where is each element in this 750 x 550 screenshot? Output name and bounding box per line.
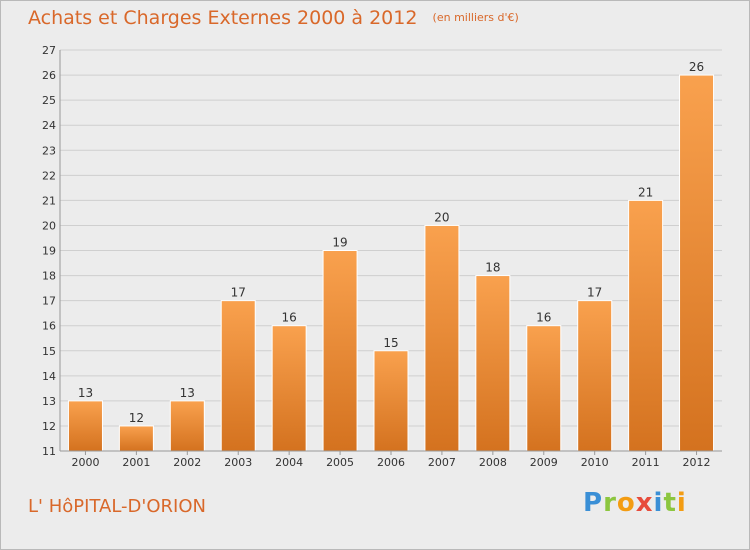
data-label: 26 [689, 60, 704, 74]
y-tick-label: 22 [42, 169, 56, 182]
y-tick-label: 25 [42, 94, 56, 107]
x-tick-label: 2005 [326, 456, 354, 469]
bar-2002 [169, 400, 205, 452]
logo-letter: P [583, 488, 604, 518]
data-label: 16 [282, 311, 297, 325]
logo-letter: r [603, 488, 617, 518]
data-label: 16 [536, 311, 551, 325]
x-tick-label: 2006 [377, 456, 405, 469]
proxiti-logo: Proxiti [583, 488, 687, 518]
y-tick-label: 16 [42, 320, 56, 333]
x-tick-label: 2000 [71, 456, 99, 469]
bar-2011 [628, 199, 664, 452]
data-label: 17 [231, 286, 246, 300]
y-tick-label: 24 [42, 119, 56, 132]
y-tick-label: 21 [42, 194, 56, 207]
chart-subtitle: (en milliers d'€) [432, 11, 519, 24]
axis-layer: 11 12 13 14 15 16 17 18 19 20 21 22 23 24 25 26 27 2000 20… [42, 44, 722, 469]
x-tick-label: 2004 [275, 456, 303, 469]
x-tick-label: 2009 [530, 456, 558, 469]
bar-2005 [322, 250, 358, 452]
data-label: 21 [638, 185, 653, 199]
place-name: L' HôPITAL-D'ORION [28, 496, 206, 517]
bar-2001 [118, 425, 154, 452]
data-label: 15 [383, 336, 398, 350]
data-label: 20 [434, 210, 449, 224]
data-label: 13 [78, 386, 93, 400]
y-tick-label: 26 [42, 69, 56, 82]
bar-2010 [577, 300, 613, 452]
bar-layer: 13 12 13 17 16 19 15 20 18 16 17 21 26 [67, 60, 715, 452]
bar-2012 [679, 74, 715, 452]
logo-letter: t [663, 488, 677, 518]
bar-2008 [475, 275, 511, 452]
x-tick-label: 2002 [173, 456, 201, 469]
logo-letter: i [653, 488, 664, 518]
bar-2006 [373, 350, 409, 452]
y-tick-label: 18 [42, 270, 56, 283]
bar-2003 [220, 300, 256, 452]
data-label: 13 [180, 386, 195, 400]
logo-letter: i [676, 488, 687, 518]
bar-2007 [424, 224, 460, 452]
y-tick-label: 15 [42, 345, 56, 358]
logo-letter: x [635, 488, 654, 518]
y-tick-label: 13 [42, 395, 56, 408]
bar-2004 [271, 325, 307, 452]
y-tick-label: 11 [42, 445, 56, 458]
x-tick-label: 2001 [122, 456, 150, 469]
data-label: 12 [129, 411, 144, 425]
data-label: 19 [332, 236, 347, 250]
logo-letter: o [616, 488, 636, 518]
y-tick-label: 19 [42, 245, 56, 258]
data-label: 18 [485, 261, 500, 275]
chart-title: Achats et Charges Externes 2000 à 2012 [28, 7, 418, 29]
x-tick-label: 2008 [479, 456, 507, 469]
title-row: Achats et Charges Externes 2000 à 2012 (… [28, 7, 519, 29]
x-tick-label: 2012 [683, 456, 711, 469]
y-tick-label: 17 [42, 295, 56, 308]
x-tick-label: 2010 [581, 456, 609, 469]
y-tick-label: 12 [42, 420, 56, 433]
x-tick-label: 2003 [224, 456, 252, 469]
data-label: 17 [587, 286, 602, 300]
bar-2009 [526, 325, 562, 452]
bar-2000 [67, 400, 103, 452]
y-tick-label: 20 [42, 219, 56, 232]
x-tick-label: 2011 [632, 456, 660, 469]
y-tick-label: 14 [42, 370, 56, 383]
y-tick-label: 23 [42, 144, 56, 157]
x-tick-label: 2007 [428, 456, 456, 469]
y-tick-label: 27 [42, 44, 56, 57]
